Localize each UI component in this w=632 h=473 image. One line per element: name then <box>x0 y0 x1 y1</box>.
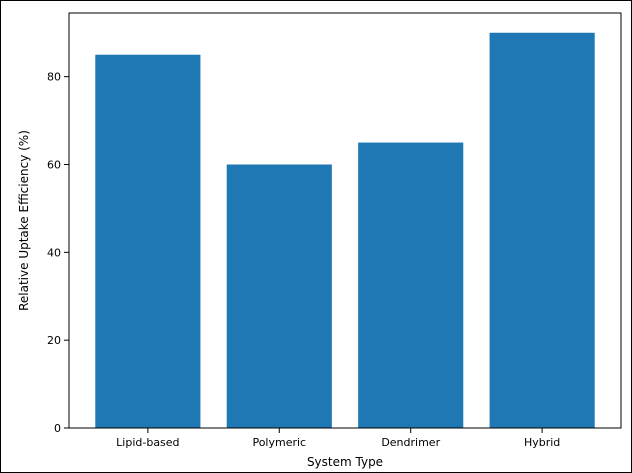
y-axis-label: Relative Uptake Efficiency (%) <box>17 130 31 311</box>
y-tick-label: 40 <box>47 246 61 259</box>
x-tick-label: Lipid-based <box>116 436 179 449</box>
bar-lipid-based <box>95 54 201 429</box>
y-tick-label: 60 <box>47 159 61 172</box>
x-tick-label: Dendrimer <box>381 436 440 449</box>
axes-frame <box>68 12 622 429</box>
y-tick-label: 0 <box>54 422 61 435</box>
x-tick-label: Polymeric <box>252 436 306 449</box>
y-tick-label: 20 <box>47 334 61 347</box>
x-tick-label: Hybrid <box>524 436 560 449</box>
x-axis-ticks: Lipid-based Polymeric Dendrimer Hybrid <box>116 428 560 449</box>
y-tick-label: 80 <box>47 71 61 84</box>
bar-dendrimer <box>358 142 464 428</box>
bar-hybrid <box>489 32 595 428</box>
x-axis-label: System Type <box>307 455 383 469</box>
bar-polymeric <box>226 164 332 428</box>
y-axis-ticks: 0 20 40 60 80 <box>47 71 69 435</box>
bars-group <box>95 32 595 429</box>
